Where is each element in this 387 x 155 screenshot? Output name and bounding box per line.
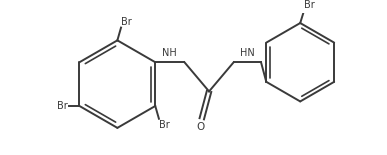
Text: Br: Br	[159, 120, 170, 130]
Text: NH: NH	[163, 48, 177, 58]
Text: HN: HN	[240, 48, 255, 58]
Text: Br: Br	[121, 17, 132, 27]
Text: Br: Br	[304, 0, 315, 10]
Text: Br: Br	[57, 101, 68, 111]
Text: O: O	[197, 122, 205, 132]
